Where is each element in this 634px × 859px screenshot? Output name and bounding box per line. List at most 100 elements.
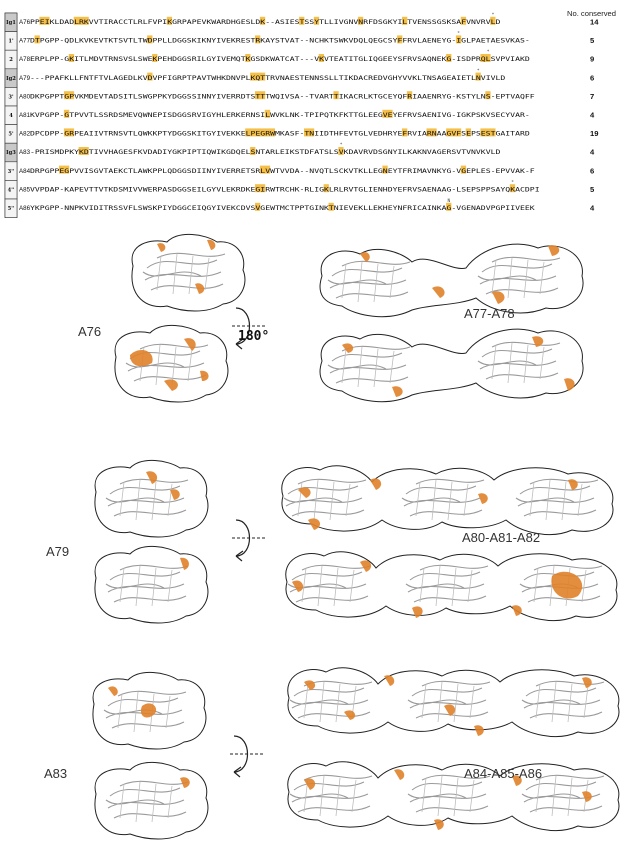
conserved-residue — [259, 91, 266, 100]
conserved-residue — [255, 35, 261, 44]
conserved-residue — [264, 109, 271, 118]
conserved-count: 6 — [590, 73, 594, 82]
residue-marker: * — [492, 12, 495, 18]
conserved-residue — [446, 54, 452, 62]
label-a84-a85-a86: A84-A85-A86 — [464, 766, 542, 781]
a76-structure-top — [132, 234, 245, 311]
label-a77-a78: A77-A78 — [464, 306, 515, 321]
alignment-row: Ig3 A83 -PRISMDPKYKDTIVVHAGESFKVDADIYGKPIP… — [4, 142, 595, 163]
a80-a81-a82-structure-top — [282, 466, 613, 535]
label-a80-a81-a82: A80-A81-A82 — [462, 530, 540, 545]
conserved-residue — [255, 91, 261, 100]
conserved-count: 19 — [590, 129, 598, 138]
conserved-residue — [34, 35, 40, 44]
conserved-count: 4 — [590, 111, 595, 120]
conserved-residue — [78, 16, 84, 25]
conserved-residue — [328, 202, 334, 211]
row-id: A86 — [19, 205, 31, 212]
conserved-residue — [480, 128, 486, 137]
row-id: A77 — [19, 38, 31, 45]
row-id: A85 — [19, 186, 31, 193]
label-a83: A83 — [44, 766, 67, 781]
alignment-row: 5' A82 DPCDPP-GRPEAIIVTRNSVTLQWKKPTYDGGSKI… — [4, 124, 598, 144]
conserved-residue — [304, 128, 310, 137]
conserved-residue — [44, 16, 50, 25]
alignment-row: 5'' A86 YKPGPP-NNPKVIDITRSSVFLSWSKPIYDGGCE… — [4, 198, 595, 218]
conserved-residue — [382, 109, 388, 118]
conserved-residue — [402, 16, 408, 25]
conserved-residue — [455, 35, 462, 44]
conserved-residue — [485, 91, 491, 100]
conserved-count: 9 — [590, 55, 594, 64]
row-label: Ig1 — [6, 20, 16, 26]
conserved-count: 7 — [590, 92, 594, 101]
conserved-residue — [78, 147, 84, 155]
a77-a78-structure-top — [320, 244, 583, 317]
conserved-residue — [406, 91, 413, 100]
conserved-residue — [250, 147, 256, 155]
conserved-residue — [59, 165, 65, 174]
row-label: Ig3 — [6, 150, 16, 156]
conserved-residue — [147, 35, 153, 44]
alignment-row: 3' A80 DKPGPPTGPVKMDEVTADSITLSWGPPKYDGGSSI… — [4, 87, 594, 107]
conserved-residue — [73, 16, 79, 25]
conserved-residue — [63, 128, 70, 137]
conserved-residue — [333, 91, 339, 100]
row-id: A81 — [19, 112, 31, 119]
conserved-residue — [255, 128, 261, 137]
sequence-alignment: Ig1 A76 PPEIKLDADLRKVVTIRACCTLRLFVPIKGRPAP… — [4, 12, 599, 218]
conserved-count: 14 — [590, 18, 599, 27]
a84-a85-a86-structure-top — [288, 668, 619, 737]
row-label: 2 — [9, 57, 13, 63]
row-label: 5' — [8, 132, 14, 138]
row-id: A80 — [19, 93, 31, 100]
conserved-residue — [509, 184, 516, 193]
conserved-residue — [255, 202, 261, 211]
row-id: A79 — [19, 75, 31, 82]
alignment-row: 2 A78 ERPLPP-GKITLMDVTRNSVSLSWEKPEHDGGSRIL… — [4, 49, 594, 70]
sequence-text: DPCDPP-GRPEAIIVTRNSVTLQWKKPTYDGGSKITGYIV… — [30, 131, 530, 138]
row-label: 5'' — [8, 206, 15, 212]
conserved-residue — [259, 128, 266, 137]
no-conserved-header: No. conserved — [567, 9, 616, 18]
conserved-residue — [39, 16, 45, 25]
alignment-row: 1' A77 DTPGPP-QDLKVKEVTKTSVTLTWDPPLLDGGSKI… — [4, 31, 595, 51]
rotation-label: 180° — [238, 329, 269, 344]
row-label: 3'' — [8, 169, 15, 175]
conserved-count: 6 — [590, 166, 594, 175]
conserved-residue — [245, 54, 251, 62]
conserved-residue — [313, 16, 320, 25]
conserved-residue — [63, 91, 70, 100]
sequence-text: YKPGPP-NNPKVIDITRSSVFLSWSKPIYDGGCEIQGYIV… — [30, 205, 535, 212]
conserved-residue — [255, 184, 261, 193]
conserved-residue — [465, 128, 471, 137]
sequence-text: ERPLPP-GKITLMDVTRNSVSLSWEKPEHDGGSRILGYIV… — [30, 56, 530, 63]
conserved-residue — [402, 128, 408, 137]
conserved-residue — [264, 165, 271, 174]
alignment-row: Ig2 A79 ---PPAFKLLFNTFTVLAGEDLKVDVPFIGRPTP… — [4, 68, 594, 88]
sequence-text: ---PPAFKLLFNTFTVLAGEDLKVDVPFIGRPTPAVTWHK… — [30, 75, 506, 82]
row-label: 4 — [9, 113, 13, 119]
a79-structure-bottom — [95, 546, 208, 623]
conserved-residue — [299, 16, 305, 25]
rotation-arrow-3 — [229, 735, 265, 778]
conserved-residue — [480, 54, 486, 62]
alignment-row: Ig1 A76 PPEIKLDADLRKVVTIRACCTLRLFVPIKGRPAP… — [4, 12, 599, 32]
conserved-residue — [259, 165, 266, 174]
conserved-count: 4 — [590, 204, 595, 213]
conserved-residue — [68, 128, 75, 137]
conserved-residue — [485, 128, 491, 137]
row-id: A84 — [19, 168, 31, 175]
conserved-residue — [387, 109, 393, 118]
conserved-residue — [264, 128, 271, 137]
conserved-residue — [269, 128, 275, 137]
conserved-residue — [318, 54, 324, 62]
row-id: A76 — [19, 19, 31, 26]
conserved-residue — [63, 109, 70, 118]
conserved-residue — [397, 35, 403, 44]
conserved-count: 5 — [590, 36, 595, 45]
alignment-row: 4'' A85 VVPDAP-KAPEVTTVTKDSMIVVWERPASDGGSE… — [4, 179, 595, 200]
conserved-residue — [338, 147, 344, 155]
conserved-residue — [308, 128, 315, 137]
conserved-residue — [147, 72, 153, 81]
